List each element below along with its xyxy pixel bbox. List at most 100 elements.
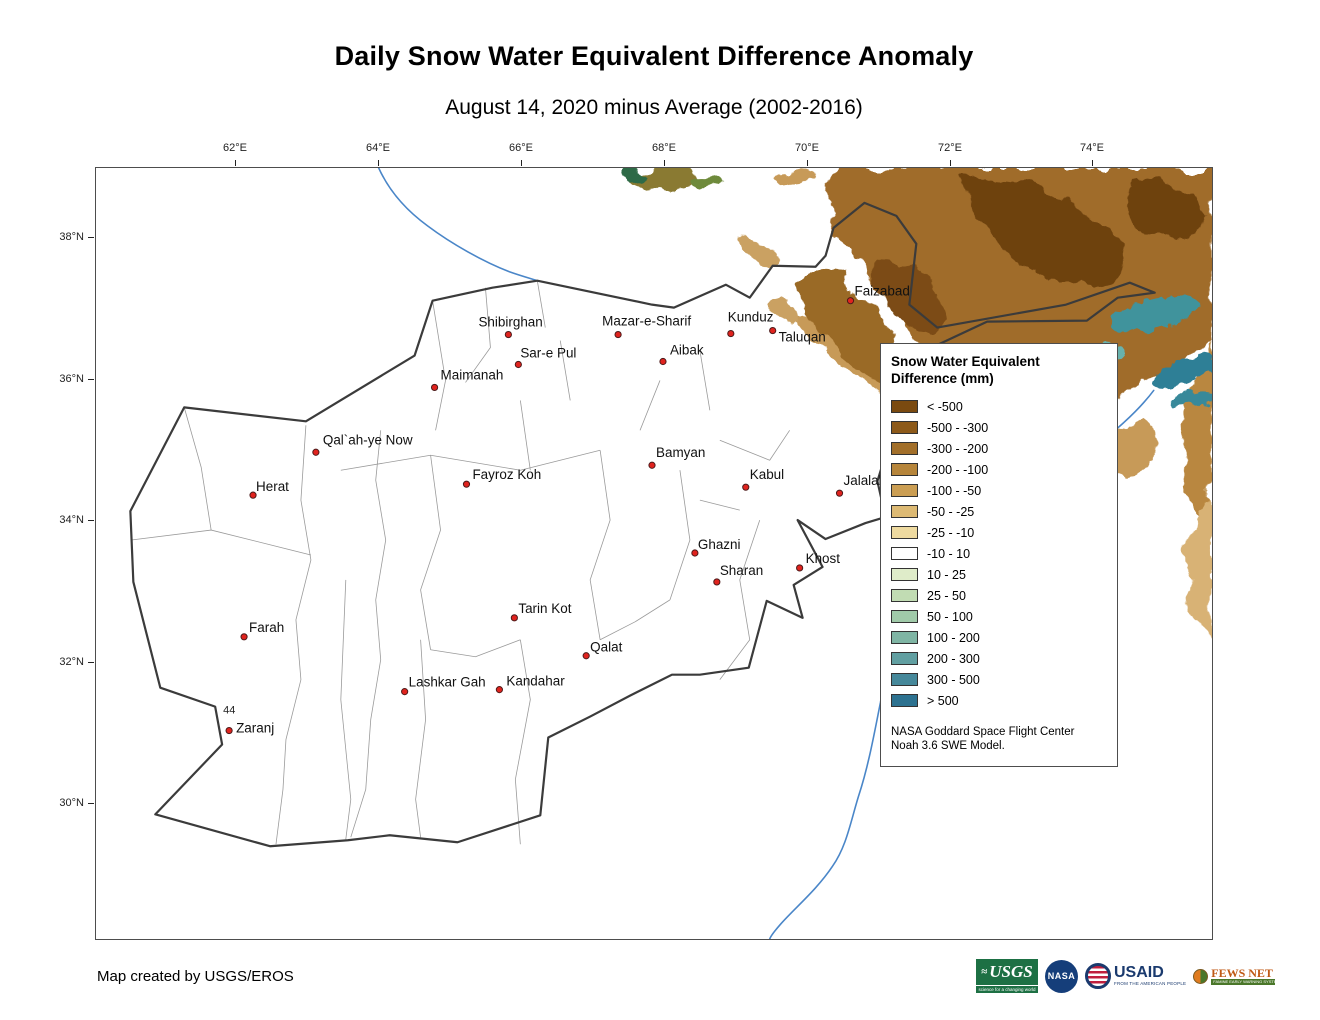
legend-entry: 25 - 50 — [891, 585, 1107, 606]
city-taluqan: Taluqan — [769, 326, 826, 345]
city-dot — [401, 688, 409, 696]
latitude-tick-label: 36°N — [59, 373, 84, 385]
legend-entry: 200 - 300 — [891, 648, 1107, 669]
fews-net-logo: FEWS NET FAMINE EARLY WARNING SYSTEMS NE… — [1193, 965, 1276, 986]
city-herat: Herat — [249, 479, 289, 499]
legend-entry: 10 - 25 — [891, 564, 1107, 585]
legend-entry: -200 - -100 — [891, 459, 1107, 480]
legend-entry: > 500 — [891, 690, 1107, 711]
city-dot — [713, 578, 721, 586]
city-label: Kabul — [750, 467, 784, 482]
usaid-tagline: FROM THE AMERICAN PEOPLE — [1114, 981, 1187, 987]
usgs-logo-box: ≈ USGS — [976, 959, 1038, 985]
latitude-tick — [88, 803, 94, 804]
latitude-tick-label: 34°N — [59, 514, 84, 526]
legend-entry: -500 - -300 — [891, 417, 1107, 438]
longitude-tick — [807, 160, 808, 166]
latitude-tick — [88, 379, 94, 380]
latitude-tick-label: 38°N — [59, 231, 84, 243]
legend-note-line2: Noah 3.6 SWE Model. — [891, 740, 1005, 752]
usgs-wave-icon: ≈ — [981, 966, 988, 978]
city-dot — [796, 564, 804, 572]
city-label: Mazar-e-Sharif — [602, 314, 691, 329]
legend-note-line1: NASA Goddard Space Flight Center — [891, 726, 1075, 738]
city-label: Sar-e Pul — [520, 346, 576, 361]
legend-entry-label: < -500 — [927, 399, 963, 414]
city-label: Kandahar — [506, 674, 565, 689]
map-credit: Map created by USGS/EROS — [97, 968, 294, 985]
city-ghazni: Ghazni — [691, 537, 741, 557]
map-extra-labels: 44 — [223, 705, 235, 717]
city-qal-ah-ye-now: Qal`ah-ye Now — [312, 432, 413, 456]
city-kunduz: Kunduz — [727, 310, 774, 338]
city-label: Farah — [249, 620, 284, 635]
city-label: Fayroz Koh — [472, 467, 541, 482]
page-title: Daily Snow Water Equivalent Difference A… — [334, 41, 974, 71]
latitude-tick — [88, 520, 94, 521]
city-dot — [225, 726, 233, 735]
longitude-tick — [1092, 160, 1093, 166]
legend-swatch — [891, 631, 918, 644]
longitude-tick — [664, 160, 665, 166]
legend-entry-label: 300 - 500 — [927, 672, 980, 687]
latitude-tick-label: 32°N — [59, 656, 84, 668]
legend-source-note: NASA Goddard Space Flight Center Noah 3.… — [891, 725, 1107, 753]
legend-entry-label: > 500 — [927, 693, 959, 708]
longitude-tick-label: 62°E — [223, 142, 247, 154]
latitude-tick — [88, 662, 94, 663]
legend-swatch — [891, 484, 918, 497]
legend-entry-label: -500 - -300 — [927, 420, 989, 435]
legend-swatch — [891, 421, 918, 434]
latitude-tick — [88, 237, 94, 238]
city-dot — [659, 357, 667, 366]
longitude-tick-label: 70°E — [795, 142, 819, 154]
longitude-tick — [950, 160, 951, 166]
legend-entry-label: -100 - -50 — [927, 483, 982, 498]
legend-entry: -100 - -50 — [891, 480, 1107, 501]
city-dot — [462, 480, 471, 488]
usaid-logo: USAID FROM THE AMERICAN PEOPLE — [1085, 963, 1186, 989]
city-zaranj: Zaranj — [225, 721, 274, 736]
legend-entry: -50 - -25 — [891, 501, 1107, 522]
legend-swatch — [891, 589, 918, 602]
city-kabul: Kabul — [742, 467, 784, 491]
longitude-tick — [378, 160, 379, 166]
city-sharan: Sharan — [713, 563, 763, 586]
city-dot — [846, 297, 855, 305]
city-farah: Farah — [240, 620, 284, 641]
usgs-logo: ≈ USGS science for a changing world — [976, 959, 1038, 993]
city-bamyan: Bamyan — [648, 445, 705, 469]
city-label: Maimanah — [441, 367, 504, 382]
city-label: Sharan — [720, 563, 763, 578]
page-subtitle: August 14, 2020 minus Average (2002-2016… — [445, 96, 863, 119]
city-lashkar-gah: Lashkar Gah — [401, 675, 486, 696]
longitude-tick-label: 64°E — [366, 142, 390, 154]
longitude-tick — [235, 160, 236, 166]
city-label: Shibirghan — [478, 315, 542, 330]
city-dot — [769, 326, 777, 335]
city-dot — [514, 360, 522, 369]
city-dot — [648, 461, 656, 469]
nasa-insignia-icon: NASA — [1045, 959, 1078, 993]
legend-entry-label: 200 - 300 — [927, 651, 980, 666]
legend-swatch — [891, 505, 918, 518]
city-dot — [504, 330, 512, 339]
city-label: Bamyan — [656, 445, 705, 460]
legend-title: Snow Water Equivalent Difference (mm) — [891, 353, 1107, 387]
legend: Snow Water Equivalent Difference (mm) < … — [880, 343, 1118, 767]
fews-net-logo-text: FEWS NET — [1211, 965, 1273, 980]
city-label: Qalat — [590, 640, 622, 655]
city-dot — [495, 686, 503, 694]
city-dot — [582, 652, 590, 660]
usgs-logo-text: USGS — [989, 962, 1033, 981]
legend-swatch — [891, 652, 918, 665]
city-aibak: Aibak — [659, 343, 704, 366]
legend-entry-label: 10 - 25 — [927, 567, 966, 582]
city-label: Qal`ah-ye Now — [323, 432, 413, 447]
logo-strip: ≈ USGS science for a changing world NASA… — [976, 956, 1276, 996]
city-dot — [835, 489, 844, 497]
legend-entry: -300 - -200 — [891, 438, 1107, 459]
usaid-seal-icon — [1085, 963, 1111, 989]
fews-net-globe-icon — [1193, 968, 1209, 984]
